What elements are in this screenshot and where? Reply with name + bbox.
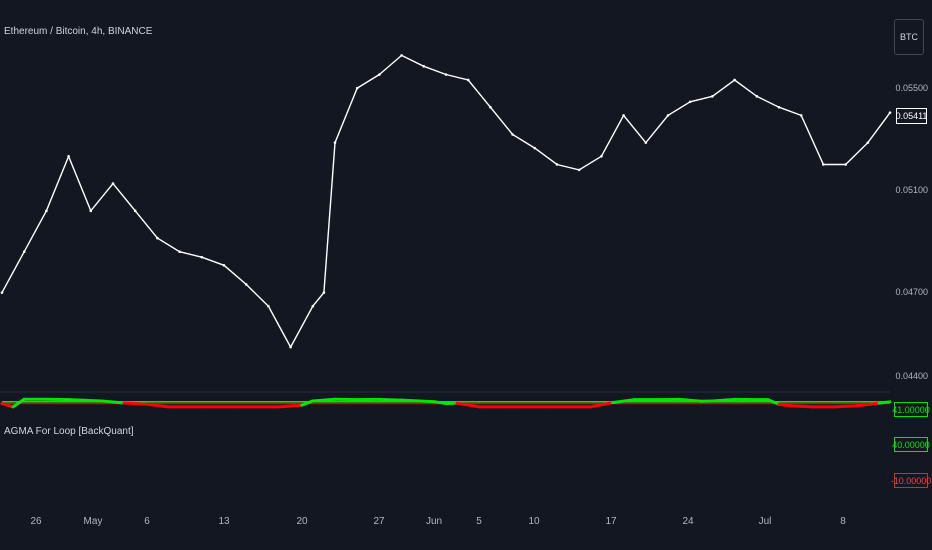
price-point [67,154,70,158]
price-label-2: 0.04700 [895,287,928,297]
x-label-13: 13 [218,516,230,527]
x-label-24: 24 [682,516,694,527]
indicator-level-40-tag: 40.00000 [892,437,930,452]
price-point [322,291,326,294]
price-point [22,250,26,254]
price-series-line [1,54,891,349]
indicator-segment [677,397,703,403]
price-point [644,141,648,144]
x-label-8: 8 [840,516,846,527]
price-point [533,146,537,150]
price-point [0,291,4,294]
symbol-title: Ethereum / Bitcoin, 4h, BINANCE [4,26,153,37]
price-point [688,100,692,104]
price-point [400,54,403,57]
price-point [866,141,870,144]
indicator-title: AGMA For Loop [BackQuant] [4,426,134,437]
indicator-segment [311,397,337,403]
price-point [777,105,781,109]
price-point [244,283,248,286]
x-label-5: 5 [476,516,482,527]
indicator-segment [100,399,126,405]
price-point [555,163,559,166]
indicator-segment [377,397,404,402]
x-label-27: 27 [373,516,385,527]
price-point [489,105,492,109]
price-label-0: 0.05500 [895,83,928,93]
price-point [311,304,315,308]
indicator-segment [400,398,437,404]
price-point [422,65,426,68]
currency-button[interactable]: BTC [894,19,924,55]
price-point [844,163,847,166]
price-plot [0,54,892,349]
indicator-segment [611,398,637,405]
x-label-17: 17 [605,516,617,527]
x-label-6: 6 [144,516,150,527]
indicator-segment [766,398,781,406]
price-point [178,250,181,254]
indicator-level-minus10-tag: -10.00000 [891,473,931,488]
indicator-segment [866,401,881,407]
price-point [45,209,48,213]
price-point [289,345,292,349]
price-point [156,236,159,240]
x-label-20: 20 [296,516,308,527]
price-point [333,141,337,144]
indicator-segment [877,400,892,405]
price-point [755,95,759,98]
indicator-segment [833,404,859,409]
x-label-jun: Jun [425,516,443,527]
price-point [378,73,381,76]
price-point [511,133,514,136]
indicator-plot [0,397,892,409]
indicator-segment [144,402,170,409]
x-label-26: 26 [30,516,42,527]
price-point [600,154,603,158]
price-point [711,95,714,98]
price-label-1: 0.05100 [895,185,928,195]
price-label-3: 0.04400 [895,371,928,381]
x-label-may: May [83,516,103,527]
indicator-segment [433,400,448,406]
indicator-segment [855,403,870,408]
indicator-segment [777,402,792,408]
indicator-segment [300,399,315,407]
x-label-10: 10 [528,516,540,527]
price-point [111,182,115,185]
indicator-segment [710,397,737,403]
indicator-segment [788,404,814,409]
indicator-segment [122,401,148,406]
price-point [444,73,448,76]
price-point [466,78,470,82]
price-point [799,114,803,117]
price-point [89,209,93,213]
indicator-segment [588,401,614,409]
price-point [133,209,137,213]
price-point [267,304,270,308]
price-point [733,78,736,82]
price-point [822,163,825,166]
indicator-level-41-tag: 41.00000 [892,402,930,417]
x-label-jul: Jul [758,516,772,527]
indicator-segment [278,403,304,409]
indicator-segment [67,398,104,403]
price-point [222,264,226,267]
price-point [622,114,625,117]
price-point [200,255,204,259]
indicator-segment [455,401,481,409]
price-point [888,111,892,114]
indicator-segment [11,397,26,409]
last-price-tag: 0.05411 [896,108,927,124]
price-point [355,86,359,90]
price-point [666,114,670,117]
indicator-segment [0,402,15,409]
price-point [577,168,581,172]
